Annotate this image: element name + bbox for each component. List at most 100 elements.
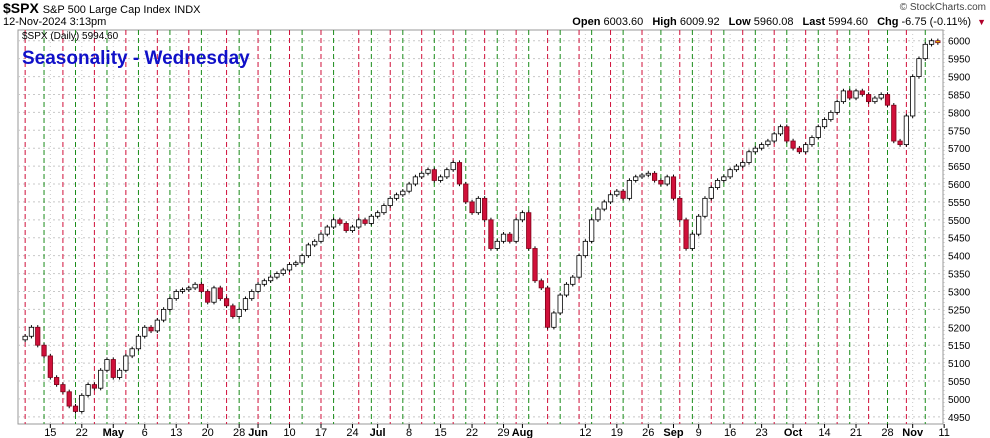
y-tick-label: 4950 — [948, 413, 971, 424]
candle-body — [891, 104, 897, 142]
exchange: INDX — [174, 4, 201, 16]
candle-body — [293, 262, 299, 266]
candle-body — [689, 233, 695, 249]
candle-body — [557, 294, 563, 314]
y-tick-label: 5400 — [948, 252, 971, 263]
candle-body — [129, 348, 135, 357]
candle-body — [589, 219, 595, 242]
candle-body — [104, 359, 110, 371]
x-tick-label: 14 — [818, 427, 830, 438]
candle-body — [60, 384, 66, 393]
quote-line: Open 6003.60 High 6009.92 Low 5960.08 La… — [566, 16, 986, 28]
open-label: Open — [572, 16, 601, 28]
candle-body — [255, 283, 261, 292]
candle-body — [507, 233, 513, 242]
candle-body — [570, 276, 576, 285]
candle-body — [167, 298, 173, 310]
datetime: 12-Nov-2024 3:13pm — [3, 16, 107, 28]
candle-body — [28, 326, 35, 337]
y-tick-label: 5150 — [948, 341, 971, 352]
candle-body — [72, 405, 79, 412]
candle-body — [696, 215, 702, 235]
candle-body — [866, 94, 872, 103]
y-tick-label: 5850 — [948, 90, 971, 101]
candle-body — [551, 312, 557, 328]
candle-body — [519, 212, 526, 221]
candle-body — [733, 165, 740, 171]
candle-body — [595, 208, 601, 221]
y-tick-label: 5750 — [948, 126, 971, 137]
y-tick-label: 5250 — [948, 305, 971, 316]
y-tick-label: 5300 — [948, 287, 971, 298]
candle-body — [928, 40, 935, 45]
candle-body — [513, 219, 519, 242]
candle-body — [815, 126, 821, 138]
x-tick-label: 8 — [406, 427, 412, 438]
candle-body — [375, 212, 381, 217]
candle-body — [456, 162, 463, 185]
candle-body — [305, 244, 312, 257]
candle-body — [563, 283, 570, 296]
candle-body — [356, 219, 362, 228]
candle-body — [626, 180, 633, 199]
candle-body — [532, 248, 538, 282]
candle-body — [727, 169, 733, 178]
y-tick-label: 5000 — [948, 395, 971, 406]
candle-body — [803, 144, 809, 153]
y-tick-label: 5600 — [948, 180, 971, 191]
candle-body — [318, 233, 324, 242]
candle-body — [683, 219, 689, 249]
x-tick-label: 13 — [170, 427, 182, 438]
x-tick-label: Oct — [784, 427, 803, 438]
x-tick-label: 9 — [696, 427, 702, 438]
y-tick-label: 5050 — [948, 377, 971, 388]
x-tick-label: 17 — [315, 427, 327, 438]
candle-body — [740, 162, 746, 167]
chart-title: Seasonality - Wednesday — [22, 48, 250, 69]
x-tick-label: 21 — [850, 427, 862, 438]
candle-body — [412, 176, 419, 185]
candle-body — [349, 226, 356, 231]
candle-body — [859, 90, 865, 95]
candle-body — [337, 219, 343, 224]
candle-body — [576, 255, 582, 278]
y-tick-label: 5700 — [948, 144, 971, 155]
candle-body — [884, 94, 891, 106]
last-label: Last — [802, 16, 826, 28]
candle-body — [148, 326, 154, 332]
high-value: 6009.92 — [679, 16, 720, 28]
x-tick-label: 23 — [755, 427, 767, 438]
chg-value: -6.75 (-0.11%) — [901, 16, 972, 28]
candle-body — [393, 194, 400, 199]
y-tick-label: 5550 — [948, 198, 971, 209]
candle-body — [211, 287, 217, 303]
candle-body — [771, 133, 777, 142]
chart-header: $SPX S&P 500 Large Cap Index INDX 12-Nov… — [0, 0, 990, 30]
y-tick-label: 5650 — [948, 162, 971, 173]
candle-body — [324, 226, 330, 235]
y-tick-label: 5500 — [948, 216, 971, 227]
candle-body — [582, 240, 588, 257]
symbol: $SPX — [3, 0, 39, 16]
candle-body — [179, 289, 186, 292]
candle-body — [538, 280, 544, 289]
candle-body — [897, 140, 903, 146]
candle-body — [249, 291, 255, 300]
candle-body — [41, 344, 47, 357]
chg-label: Chg — [877, 16, 899, 28]
candle-body — [903, 115, 909, 146]
candle-body — [98, 369, 104, 389]
candle-body — [463, 183, 469, 203]
x-tick-label: 26 — [642, 427, 654, 438]
candle-body — [223, 298, 230, 307]
candle-body — [482, 197, 488, 221]
candle-body — [639, 174, 645, 178]
x-tick-label: 29 — [497, 427, 509, 438]
x-tick-label: Jun — [248, 427, 268, 438]
candle-body — [664, 176, 670, 185]
candle-body — [242, 298, 249, 310]
candle-body — [299, 255, 305, 264]
symbol-name: S&P 500 Large Cap Index — [42, 4, 171, 16]
x-tick-label: 15 — [44, 427, 56, 438]
candle-body — [286, 264, 293, 271]
